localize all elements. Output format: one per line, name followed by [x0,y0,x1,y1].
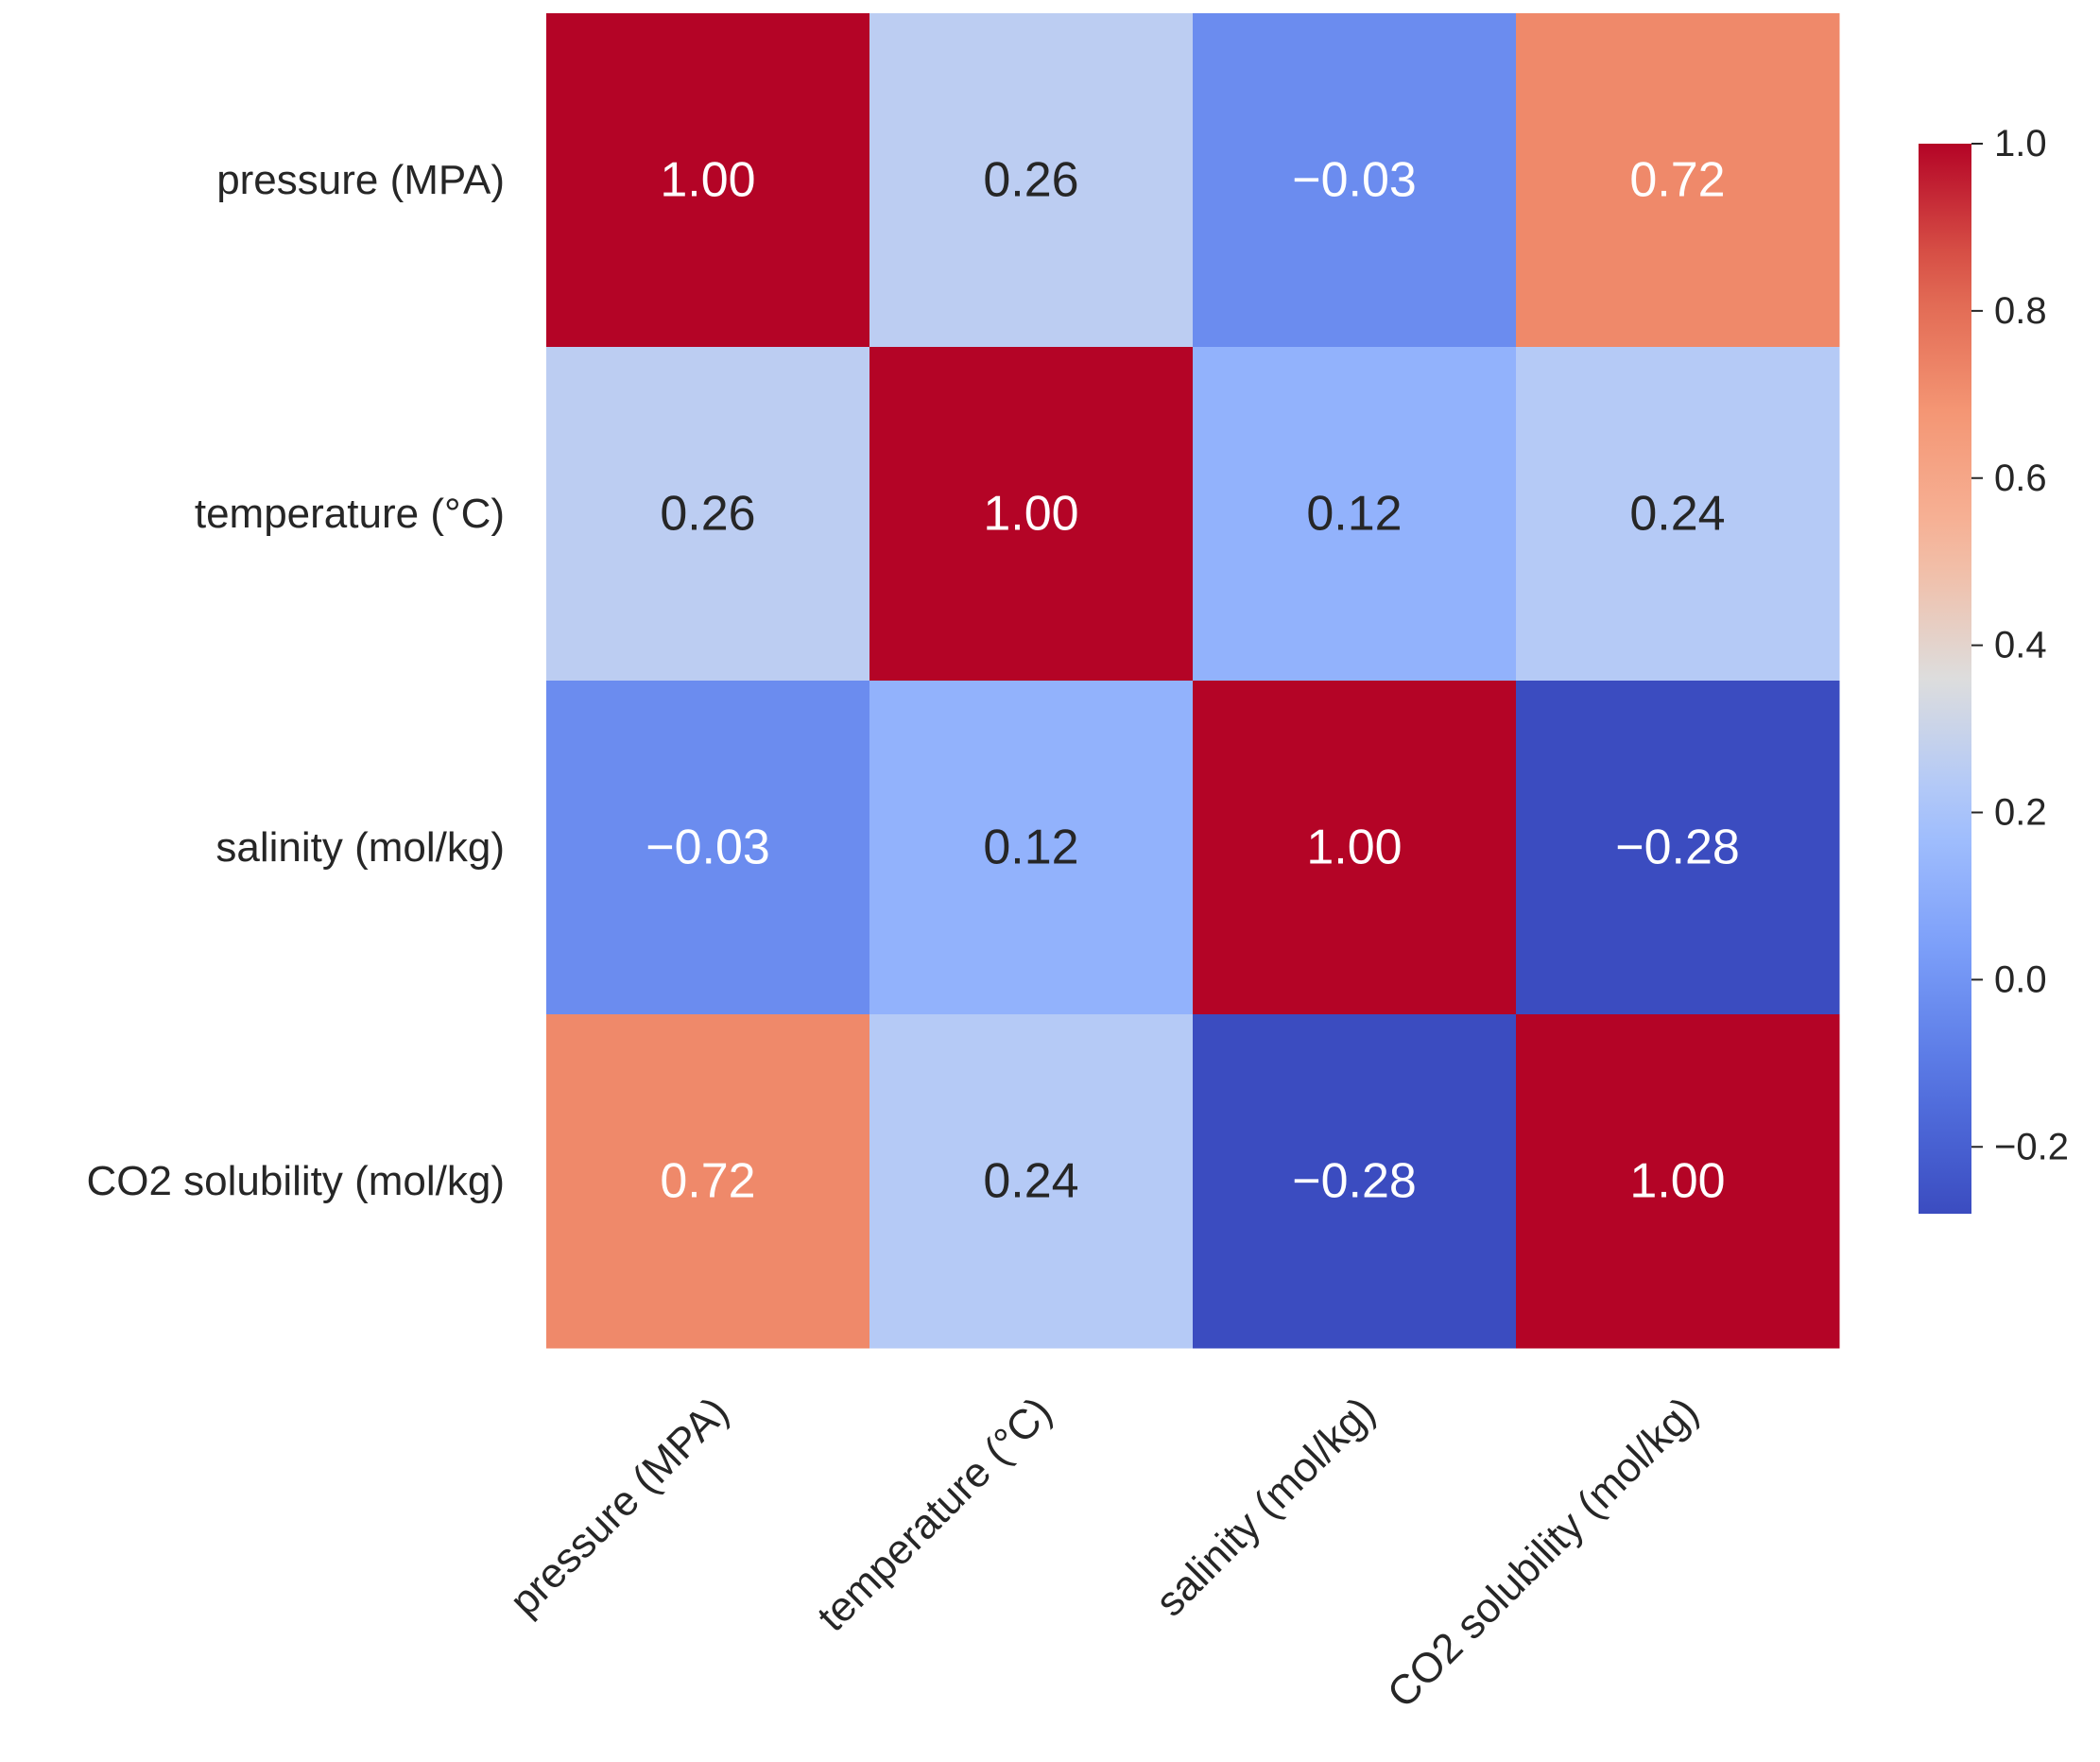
x-tick-label: temperature (°C) [809,1389,1061,1641]
colorbar-ticks: 1.0 0.8 0.6 0.4 0.2 0.0 −0.2 [1971,123,2069,1167]
colorbar-tick-label: −0.2 [1994,1126,2069,1167]
colorbar-tick-label: 0.0 [1994,959,2047,1000]
heatmap-cell-r3-c0 [546,1014,870,1349]
cell-value-label: 1.00 [1629,1154,1725,1209]
heatmap-cell-r3-c2 [1193,1014,1517,1349]
colorbar-tick-label: 0.6 [1994,458,2047,499]
cell-value-label: 0.26 [660,487,755,542]
y-tick-label: CO2 solubility (mol/kg) [86,1158,505,1204]
colorbar-tick-label: 0.4 [1994,625,2047,666]
cell-value-label: −0.03 [645,821,770,875]
colorbar-tick-label: 0.8 [1994,290,2047,332]
heatmap-cell-r0-c2 [1193,13,1517,348]
cell-value-label: 0.72 [660,1154,755,1209]
cell-annotations: 1.00 0.26 −0.03 0.72 0.26 1.00 0.12 0.24 −0.03 0.… [645,153,1740,1209]
colorbar-gradient [1919,144,1971,1214]
heatmap-cell-r2-c3 [1516,681,1840,1015]
heatmap-cell-r1-c2 [1193,347,1517,682]
cell-value-label: 0.26 [983,153,1078,208]
y-tick-label: pressure (MPA) [216,157,505,203]
y-axis-tick-labels: pressure (MPA) temperature (°C) salinity (… [86,157,505,1204]
colorbar-tick-label: 1.0 [1994,123,2047,164]
heatmap-cell-r3-c3 [1516,1014,1840,1349]
x-tick-label: pressure (MPA) [501,1389,737,1625]
cell-value-label: 1.00 [660,153,755,208]
heatmap-cell-r1-c1 [869,347,1194,682]
heatmap-cell-r0-c1 [869,13,1194,348]
cell-value-label: 0.12 [983,821,1078,875]
heatmap-cell-r2-c2 [1193,681,1517,1015]
heatmap-cell-r2-c1 [869,681,1194,1015]
cell-value-label: 0.72 [1629,153,1725,208]
heatmap-cells [546,13,1840,1349]
cell-value-label: −0.03 [1292,153,1417,208]
y-tick-label: temperature (°C) [195,491,505,537]
heatmap-cell-r0-c3 [1516,13,1840,348]
heatmap-cell-r3-c1 [869,1014,1194,1349]
cell-value-label: 1.00 [1306,821,1402,875]
heatmap-cell-r0-c0 [546,13,870,348]
cell-value-label: 1.00 [983,487,1078,542]
x-axis-tick-labels: pressure (MPA) temperature (°C) salinity (… [501,1389,1707,1718]
y-tick-label: salinity (mol/kg) [215,824,505,871]
x-tick-label: CO2 solubility (mol/kg) [1379,1389,1708,1718]
colorbar-tick-label: 0.2 [1994,792,2047,834]
cell-value-label: −0.28 [1292,1154,1417,1209]
colorbar: 1.0 0.8 0.6 0.4 0.2 0.0 −0.2 [1919,123,2069,1214]
cell-value-label: 0.12 [1306,487,1402,542]
heatmap-cell-r2-c0 [546,681,870,1015]
heatmap-cell-r1-c3 [1516,347,1840,682]
cell-value-label: 0.24 [1629,487,1725,542]
heatmap-cell-r1-c0 [546,347,870,682]
x-tick-label: salinity (mol/kg) [1147,1389,1385,1626]
cell-value-label: 0.24 [983,1154,1078,1209]
cell-value-label: −0.28 [1615,821,1740,875]
